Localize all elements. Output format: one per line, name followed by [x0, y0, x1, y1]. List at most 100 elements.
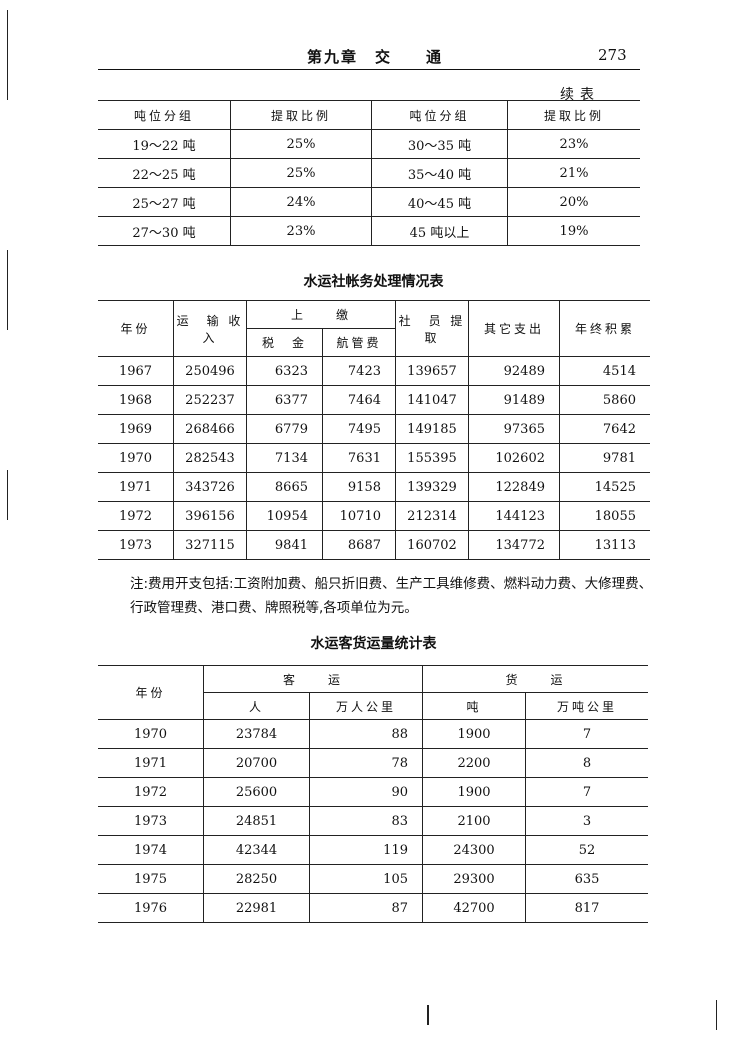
table-cell: 14525	[559, 472, 650, 502]
table-cell: 1972	[98, 777, 204, 807]
table-row: 1972 396156 10954 10710 212314 144123 18055	[98, 501, 650, 531]
traffic-volume-table: 年份 客 运 货 运 人 万人公里 吨 万吨公里 1970 23784 88 1900…	[98, 665, 648, 923]
col-header: 提取比例	[230, 100, 372, 130]
table-cell: 78	[309, 748, 423, 778]
table-cell: 22～25 吨	[98, 158, 231, 188]
table-cell: 8687	[322, 530, 396, 560]
table-cell: 7495	[322, 414, 396, 444]
table-cell: 87	[309, 893, 423, 923]
table-cell: 28250	[203, 864, 310, 894]
table-cell: 97365	[468, 414, 560, 444]
table-row: 25～27 吨 24% 40～45 吨 20%	[98, 187, 640, 217]
tonnage-ratio-table: 吨位分组 提取比例 吨位分组 提取比例 19～22 吨 25% 30～35 吨 23%…	[98, 100, 640, 246]
table-cell: 149185	[395, 414, 469, 444]
continued-label: 续表	[560, 87, 600, 103]
table-row: 1973 24851 83 2100 3	[98, 806, 648, 836]
table-cell: 40～45 吨	[371, 187, 508, 217]
table-row: 1971 343726 8665 9158 139329 122849 14525	[98, 472, 650, 502]
table-cell: 19～22 吨	[98, 129, 231, 159]
table-cell: 10710	[322, 501, 396, 531]
col-header-shangjiao: 上 缴	[246, 300, 396, 329]
table-cell: 122849	[468, 472, 560, 502]
table-cell: 1972	[98, 501, 174, 531]
table-cell: 24%	[230, 187, 372, 217]
table-cell: 7464	[322, 385, 396, 415]
table-cell: 141047	[395, 385, 469, 415]
col-header-tkm: 万吨公里	[525, 692, 648, 720]
table-cell: 134772	[468, 530, 560, 560]
table-cell: 25%	[230, 129, 372, 159]
table-row: 1976 22981 87 42700 817	[98, 893, 648, 923]
table-cell: 1970	[98, 443, 174, 473]
table-cell: 35～40 吨	[371, 158, 508, 188]
table-cell: 3	[525, 806, 648, 836]
table-cell: 9781	[559, 443, 650, 473]
table-cell: 42700	[422, 893, 526, 923]
table-cell: 4514	[559, 356, 650, 386]
table-cell: 29300	[422, 864, 526, 894]
table-cell: 7	[525, 719, 648, 749]
col-header-passenger: 客 运	[203, 665, 423, 693]
col-header: 提取比例	[507, 100, 640, 130]
table-cell: 91489	[468, 385, 560, 415]
table-cell: 1973	[98, 530, 174, 560]
table-cell: 327115	[173, 530, 247, 560]
table-row: 22～25 吨 25% 35～40 吨 21%	[98, 158, 640, 188]
table-cell: 30～35 吨	[371, 129, 508, 159]
table-cell: 24851	[203, 806, 310, 836]
table-cell: 9841	[246, 530, 323, 560]
table-row: 1967 250496 6323 7423 139657 92489 4514	[98, 356, 650, 386]
table-row: 27～30 吨 23% 45 吨以上 19%	[98, 216, 640, 246]
table-cell: 27～30 吨	[98, 216, 231, 246]
table-cell: 52	[525, 835, 648, 865]
table-cell: 1971	[98, 472, 174, 502]
table-cell: 1975	[98, 864, 204, 894]
table-cell: 45 吨以上	[371, 216, 508, 246]
table-cell: 90	[309, 777, 423, 807]
table-cell: 1967	[98, 356, 174, 386]
table-cell: 7134	[246, 443, 323, 473]
table-cell: 20%	[507, 187, 640, 217]
table-cell: 105	[309, 864, 423, 894]
table-cell: 10954	[246, 501, 323, 531]
table-cell: 119	[309, 835, 423, 865]
table-cell: 88	[309, 719, 423, 749]
scan-edge-mark	[7, 470, 8, 520]
chapter-header: 第九章 交 通	[306, 48, 443, 66]
table-cell: 8665	[246, 472, 323, 502]
table-row: 19～22 吨 25% 30～35 吨 23%	[98, 129, 640, 159]
table-cell: 23%	[507, 129, 640, 159]
table-cell: 268466	[173, 414, 247, 444]
table-cell: 7631	[322, 443, 396, 473]
scan-edge-mark	[7, 250, 8, 330]
table-cell: 282543	[173, 443, 247, 473]
col-header-ton: 吨	[422, 692, 526, 720]
table-cell: 1969	[98, 414, 174, 444]
table-title: 水运客货运量统计表	[310, 636, 437, 652]
table-cell: 23784	[203, 719, 310, 749]
accounts-table: 年份 运 输 收 入 上 缴 社 员 提 取 其它支出 年终积累 税 金 航管费…	[98, 300, 650, 560]
table-cell: 19%	[507, 216, 640, 246]
table-cell: 1900	[422, 719, 526, 749]
page-number: 273	[598, 46, 627, 64]
table-title: 水运社帐务处理情况表	[303, 274, 444, 290]
table-cell: 635	[525, 864, 648, 894]
scan-edge-mark	[7, 10, 8, 100]
table-cell: 7642	[559, 414, 650, 444]
table-row: 1973 327115 9841 8687 160702 134772 13113	[98, 530, 650, 560]
header-rule	[98, 69, 640, 70]
table-cell: 250496	[173, 356, 247, 386]
table-cell: 22981	[203, 893, 310, 923]
table-cell: 1970	[98, 719, 204, 749]
table-row: 1970 282543 7134 7631 155395 102602 9781	[98, 443, 650, 473]
table-cell: 2200	[422, 748, 526, 778]
table-cell: 139329	[395, 472, 469, 502]
col-header: 吨位分组	[371, 100, 508, 130]
col-header-other: 其它支出	[468, 300, 560, 357]
table-cell: 25～27 吨	[98, 187, 231, 217]
table-cell: 9158	[322, 472, 396, 502]
table-cell: 343726	[173, 472, 247, 502]
col-header-tax: 税 金	[246, 328, 323, 357]
table-cell: 20700	[203, 748, 310, 778]
table-cell: 1971	[98, 748, 204, 778]
